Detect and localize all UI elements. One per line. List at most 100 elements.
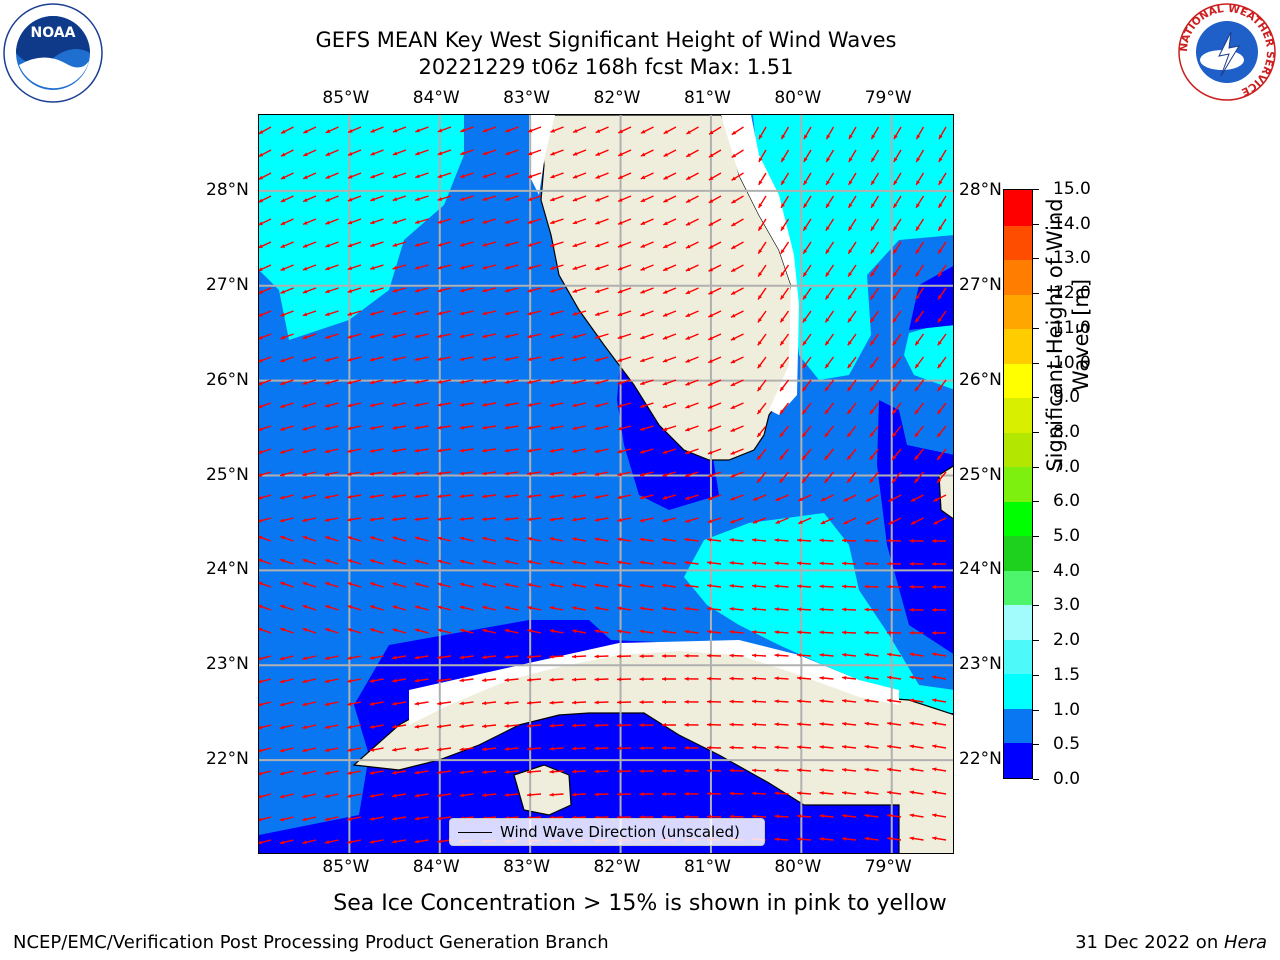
wave-arrowhead-957 — [864, 813, 869, 818]
wave-arrowhead-575 — [639, 537, 644, 542]
wave-arrowhead-715 — [302, 656, 307, 661]
wave-arrowhead-984 — [774, 837, 779, 842]
chart-title: GEFS MEAN Key West Significant Height of… — [315, 28, 897, 52]
wave-arrowhead-666 — [594, 606, 600, 611]
wave-arrowhead-118 — [826, 203, 830, 208]
wave-arrowhead-197 — [505, 265, 510, 270]
wave-arrowhead-188 — [302, 266, 308, 271]
wave-arrowhead-955 — [819, 814, 824, 818]
wave-arrowhead-760 — [617, 677, 622, 682]
wave-arrowhead-191 — [370, 266, 375, 270]
wave-arrowhead-319 — [459, 357, 465, 361]
wave-arrowhead-929 — [932, 790, 937, 795]
wave-arrowhead-223 — [392, 288, 397, 293]
wave-arrowhead-273 — [825, 317, 830, 323]
wave-arrowhead-245 — [893, 295, 897, 300]
colorbar-label-17: 0.0 — [1053, 769, 1081, 789]
wave-arrowhead-492 — [869, 478, 874, 483]
wave-arrowhead-311 — [280, 358, 285, 363]
wave-arrowhead-309 — [937, 340, 942, 346]
wave-arrowhead-835 — [909, 721, 914, 726]
wave-arrowhead-913 — [572, 792, 577, 797]
wave-arrowhead-761 — [639, 677, 644, 682]
wave-arrowhead-965 — [347, 840, 352, 844]
wave-arrowhead-514 — [662, 495, 667, 500]
colorbar-segment-3 — [1004, 639, 1032, 675]
lon-label-top-1: 84°W — [412, 88, 460, 108]
wave-arrowhead-392 — [708, 404, 713, 409]
wave-arrowhead-262 — [572, 311, 577, 316]
wave-arrowhead-671 — [707, 606, 712, 611]
wave-arrowhead-462 — [892, 455, 897, 460]
wave-arrowhead-307 — [892, 340, 897, 346]
wave-arrowhead-386 — [572, 403, 577, 408]
wave-arrowhead-46 — [595, 152, 601, 156]
wave-arrowhead-579 — [729, 538, 734, 542]
wave-arrowhead-114 — [731, 199, 736, 204]
colorbar-tick-14 — [1033, 674, 1039, 676]
wave-arrowhead-376 — [347, 403, 352, 408]
wave-arrowhead-500 — [347, 494, 352, 499]
wave-arrowhead-679 — [887, 607, 892, 612]
wave-arrowhead-51 — [708, 153, 714, 158]
wave-arrowhead-872 — [347, 771, 352, 775]
wave-arrowhead-505 — [459, 494, 464, 499]
wave-arrowhead-323 — [549, 357, 555, 362]
wave-arrowhead-726 — [549, 654, 554, 659]
wave-arrowhead-102 — [460, 197, 465, 201]
wave-arrowhead-515 — [685, 496, 690, 500]
wave-arrowhead-57 — [848, 157, 853, 163]
wave-arrowhead-713 — [259, 656, 262, 661]
wave-arrowhead-597 — [437, 559, 442, 564]
wave-arrowhead-159 — [347, 243, 353, 248]
wave-arrowhead-344 — [325, 380, 330, 385]
wave-arrowhead-212 — [848, 272, 853, 277]
wave-arrowhead-403 — [259, 427, 263, 432]
wave-arrowhead-101 — [437, 197, 443, 201]
wave-arrowhead-564 — [392, 536, 397, 541]
wave-arrowhead-496 — [259, 495, 263, 500]
lat-lon-gridlines — [259, 115, 953, 853]
wave-arrowhead-854 — [639, 746, 644, 751]
wave-arrowhead-807 — [279, 725, 285, 730]
wave-arrowhead-424 — [730, 428, 736, 432]
wave-arrowhead-753 — [459, 678, 464, 683]
colorbar-label-16: 0.5 — [1053, 734, 1081, 755]
wave-arrowhead-617 — [887, 561, 892, 566]
wave-arrowhead-199 — [550, 265, 555, 270]
wave-arrowhead-32 — [280, 152, 286, 157]
wave-arrowhead-355 — [572, 380, 577, 385]
wave-arrowhead-429 — [847, 432, 852, 437]
wave-arrowhead-187 — [280, 266, 286, 271]
wave-arrowhead-38 — [415, 151, 420, 156]
wave-arrowhead-781 — [392, 701, 397, 706]
wave-arrowhead-638 — [662, 583, 667, 588]
wave-arrowhead-708 — [842, 630, 847, 635]
wave-arrowhead-455 — [730, 450, 736, 455]
wave-arrowhead-763 — [684, 676, 689, 681]
wave-arrowhead-456 — [757, 455, 762, 460]
wave-arrowhead-743 — [932, 652, 937, 657]
wave-arrowhead-964 — [324, 840, 330, 845]
wave-arrowhead-688 — [392, 628, 397, 633]
wave-arrowhead-710 — [887, 630, 892, 635]
wave-arrowhead-257 — [459, 311, 465, 316]
map-panel — [258, 114, 954, 854]
wave-arrowhead-718 — [369, 655, 375, 660]
wave-arrowhead-18 — [663, 129, 669, 134]
wave-arrowhead-444 — [482, 448, 487, 453]
colorbar-label-11: 4.0 — [1053, 560, 1081, 581]
wave-arrowhead-259 — [504, 311, 510, 316]
wave-arrowhead-384 — [527, 403, 532, 407]
wave-arrowhead-453 — [685, 450, 690, 455]
wave-arrowhead-301 — [757, 340, 762, 346]
wave-arrowhead-135 — [505, 220, 510, 224]
wave-arrowhead-466 — [280, 472, 285, 477]
wave-arrowhead-397 — [824, 409, 829, 415]
wave-arrowhead-104 — [505, 197, 510, 201]
wave-arrowhead-142 — [663, 221, 668, 225]
wave-arrowhead-278 — [937, 317, 942, 323]
wave-arrowhead-674 — [774, 607, 779, 612]
wave-arrowhead-606 — [639, 560, 644, 565]
wave-arrowhead-421 — [662, 427, 668, 431]
